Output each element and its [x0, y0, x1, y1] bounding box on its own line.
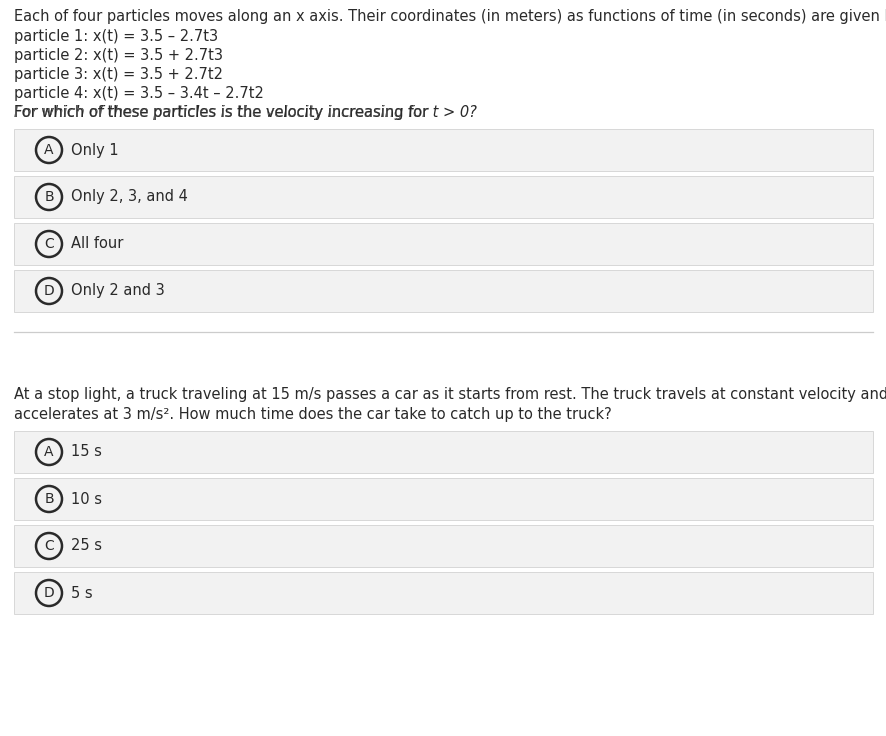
- Text: D: D: [43, 284, 54, 298]
- Text: Each of four particles moves along an x axis. Their coordinates (in meters) as f: Each of four particles moves along an x …: [14, 9, 886, 24]
- Text: particle 2: x(t) = 3.5 + 2.7t3: particle 2: x(t) = 3.5 + 2.7t3: [14, 48, 222, 63]
- FancyBboxPatch shape: [14, 223, 872, 265]
- Text: Only 2, 3, and 4: Only 2, 3, and 4: [71, 189, 188, 205]
- Text: For which of these particles is the velocity increasing for: For which of these particles is the velo…: [14, 105, 432, 120]
- FancyBboxPatch shape: [14, 572, 872, 614]
- FancyBboxPatch shape: [14, 129, 872, 171]
- Text: B: B: [44, 492, 54, 506]
- Text: B: B: [44, 190, 54, 204]
- Text: accelerates at 3 m/s². How much time does the car take to catch up to the truck?: accelerates at 3 m/s². How much time doe…: [14, 407, 611, 422]
- Text: At a stop light, a truck traveling at 15 m/s passes a car as it starts from rest: At a stop light, a truck traveling at 15…: [14, 387, 886, 402]
- Text: For which of these particles is the velocity increasing for t > 0?: For which of these particles is the velo…: [14, 105, 477, 120]
- FancyBboxPatch shape: [14, 525, 872, 567]
- Text: A: A: [44, 445, 54, 459]
- Text: particle 4: x(t) = 3.5 – 3.4t – 2.7t2: particle 4: x(t) = 3.5 – 3.4t – 2.7t2: [14, 86, 263, 101]
- Text: Only 2 and 3: Only 2 and 3: [71, 283, 165, 299]
- Text: 10 s: 10 s: [71, 492, 102, 506]
- FancyBboxPatch shape: [14, 176, 872, 218]
- Text: 5 s: 5 s: [71, 586, 92, 601]
- Text: For which of these particles is the velocity increasing for: For which of these particles is the velo…: [14, 105, 432, 120]
- FancyBboxPatch shape: [14, 431, 872, 473]
- Text: A: A: [44, 143, 54, 157]
- Text: D: D: [43, 586, 54, 600]
- Text: 25 s: 25 s: [71, 539, 102, 553]
- Text: particle 3: x(t) = 3.5 + 2.7t2: particle 3: x(t) = 3.5 + 2.7t2: [14, 67, 222, 82]
- Text: C: C: [44, 237, 54, 251]
- Text: C: C: [44, 539, 54, 553]
- Text: Only 1: Only 1: [71, 143, 119, 158]
- Text: 15 s: 15 s: [71, 445, 102, 459]
- FancyBboxPatch shape: [14, 478, 872, 520]
- Text: particle 1: x(t) = 3.5 – 2.7t3: particle 1: x(t) = 3.5 – 2.7t3: [14, 29, 218, 44]
- Text: For which of these particles is the velocity increasing for: For which of these particles is the velo…: [14, 105, 432, 120]
- FancyBboxPatch shape: [14, 270, 872, 312]
- Text: All four: All four: [71, 236, 123, 252]
